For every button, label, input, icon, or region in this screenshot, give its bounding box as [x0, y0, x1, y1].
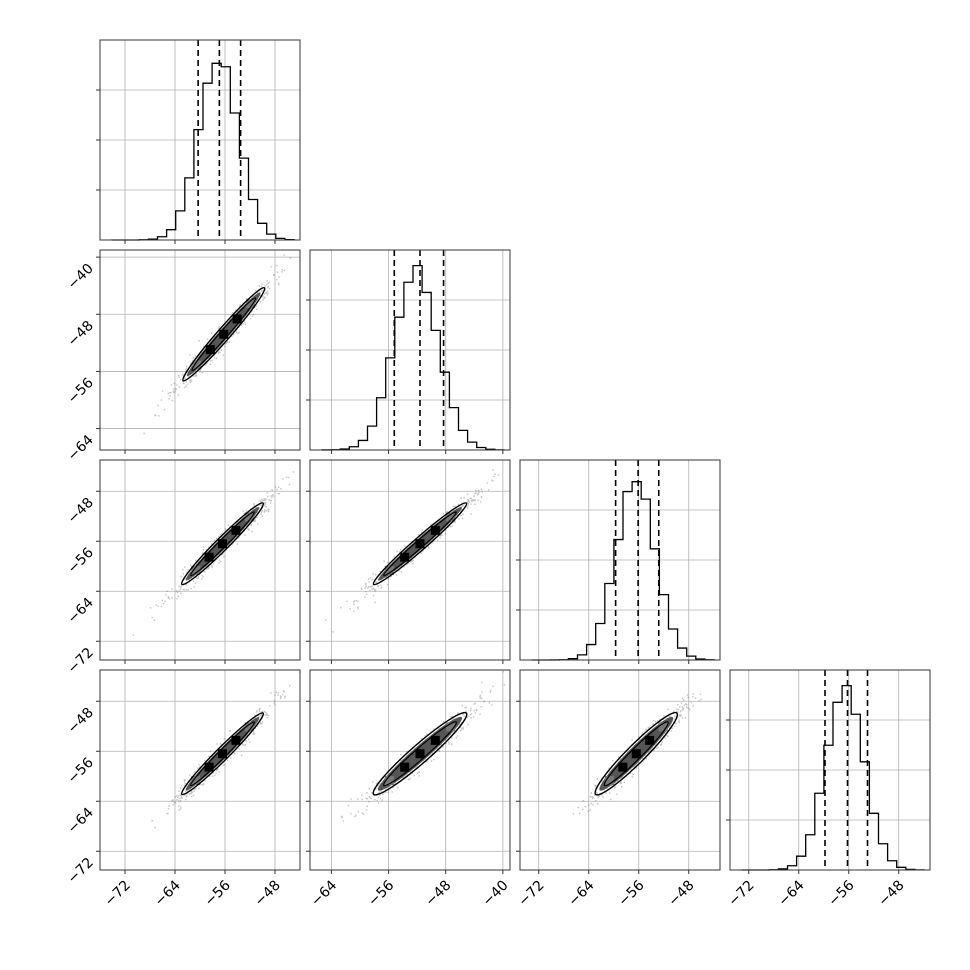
density-bin [645, 735, 655, 745]
density-bin [205, 345, 215, 355]
y-tick-label-3-0: −72 [65, 855, 97, 887]
y-tick-label-2-3: −48 [65, 495, 97, 527]
contour-outer [180, 502, 265, 586]
hist-panel-2 [516, 460, 720, 664]
density-bin [618, 762, 628, 772]
density-bin [244, 722, 254, 732]
density-bin [415, 749, 425, 759]
y-tick-label-3-1: −64 [65, 805, 97, 837]
pair-panel-3-0 [96, 670, 301, 874]
pair-1-0-frame [99, 249, 301, 451]
hist-panel-3 [726, 670, 930, 874]
histogram-1 [321, 264, 505, 451]
density-bin [204, 762, 214, 772]
y-tick-label-3-2: −56 [65, 755, 97, 787]
pair-panel-2-1 [306, 460, 510, 664]
x-tick-label-2-2: −56 [615, 877, 647, 909]
x-tick-label-1-0: −64 [308, 877, 340, 909]
pair-panel-1-0 [96, 250, 300, 454]
histogram-3 [742, 685, 925, 871]
contour-inner [603, 721, 669, 787]
pair-2-0-frame [99, 459, 301, 661]
hist-panel-0 [96, 40, 300, 244]
contour-outer [594, 711, 679, 796]
hist-2-frame [519, 459, 721, 661]
contour-inner [190, 721, 255, 787]
x-tick-label-2-1: −64 [565, 877, 597, 909]
y-tick-label-1-3: −40 [65, 261, 97, 293]
density-bin [219, 329, 229, 339]
y-tick-label-1-2: −48 [65, 318, 97, 350]
y-tick-label-2-1: −64 [65, 595, 97, 627]
y-tick-label-2-0: −72 [65, 645, 97, 677]
density-bin [430, 735, 440, 745]
density-bin [384, 566, 394, 576]
contour-outer [372, 711, 468, 796]
density-bin [191, 566, 201, 576]
hist-panel-1 [306, 250, 510, 454]
contour-outer [182, 286, 266, 382]
y-tick-label-3-3: −48 [65, 705, 97, 737]
density-bin [631, 749, 641, 759]
density-bin [430, 525, 440, 535]
density-bin [218, 749, 227, 759]
density-bin [191, 776, 201, 786]
contour-inner [190, 511, 255, 577]
hist-3-frame [729, 669, 931, 871]
density-bin [204, 552, 214, 562]
hist-1-frame [309, 249, 511, 451]
density-bin [218, 539, 227, 549]
density-bin [232, 314, 242, 324]
contour-inner [191, 297, 257, 372]
pair-panel-2-0 [96, 460, 300, 664]
density-bin [231, 525, 241, 535]
pair-2-1-frame [309, 459, 511, 661]
x-tick-label-0-2: −56 [202, 877, 234, 909]
contour-inner [383, 511, 457, 577]
x-tick-label-2-0: −72 [515, 878, 547, 910]
y-tick-label-2-2: −56 [65, 545, 97, 577]
x-tick-label-3-2: −56 [825, 877, 857, 909]
x-tick-label-1-3: −40 [479, 878, 511, 910]
contour-outer [180, 712, 265, 796]
density-bin [415, 539, 425, 549]
histogram-2 [531, 481, 715, 661]
x-tick-label-2-3: −48 [665, 878, 697, 910]
density-bin [604, 776, 614, 786]
pair-3-0-frame [99, 669, 301, 871]
density-bin [400, 552, 410, 562]
density-bin [446, 512, 456, 522]
density-bin [246, 299, 256, 309]
x-tick-label-3-0: −72 [725, 878, 757, 910]
contour-inner [383, 721, 457, 787]
density-bin [192, 360, 202, 370]
x-tick-label-1-1: −56 [365, 877, 397, 909]
contour-outer [372, 502, 468, 586]
x-tick-label-0-0: −72 [102, 878, 134, 910]
y-tick-label-1-1: −56 [65, 375, 97, 407]
x-tick-label-1-2: −48 [422, 878, 454, 910]
x-tick-label-0-1: −64 [152, 877, 184, 909]
density-bin [446, 722, 456, 732]
density-bin [244, 512, 254, 522]
pair-3-1-frame [309, 669, 511, 871]
density-bin [658, 722, 668, 732]
x-tick-label-3-3: −48 [875, 878, 907, 910]
density-bin [400, 762, 410, 772]
pair-3-2-frame [519, 669, 721, 871]
x-tick-label-0-3: −48 [252, 878, 284, 910]
y-tick-label-1-0: −64 [65, 432, 97, 464]
density-bin [384, 776, 394, 786]
hist-0-frame [99, 39, 301, 241]
pair-panel-3-1 [306, 670, 510, 874]
density-bin [231, 735, 241, 745]
pair-panel-3-2 [516, 670, 720, 874]
x-tick-label-3-1: −64 [775, 877, 807, 909]
